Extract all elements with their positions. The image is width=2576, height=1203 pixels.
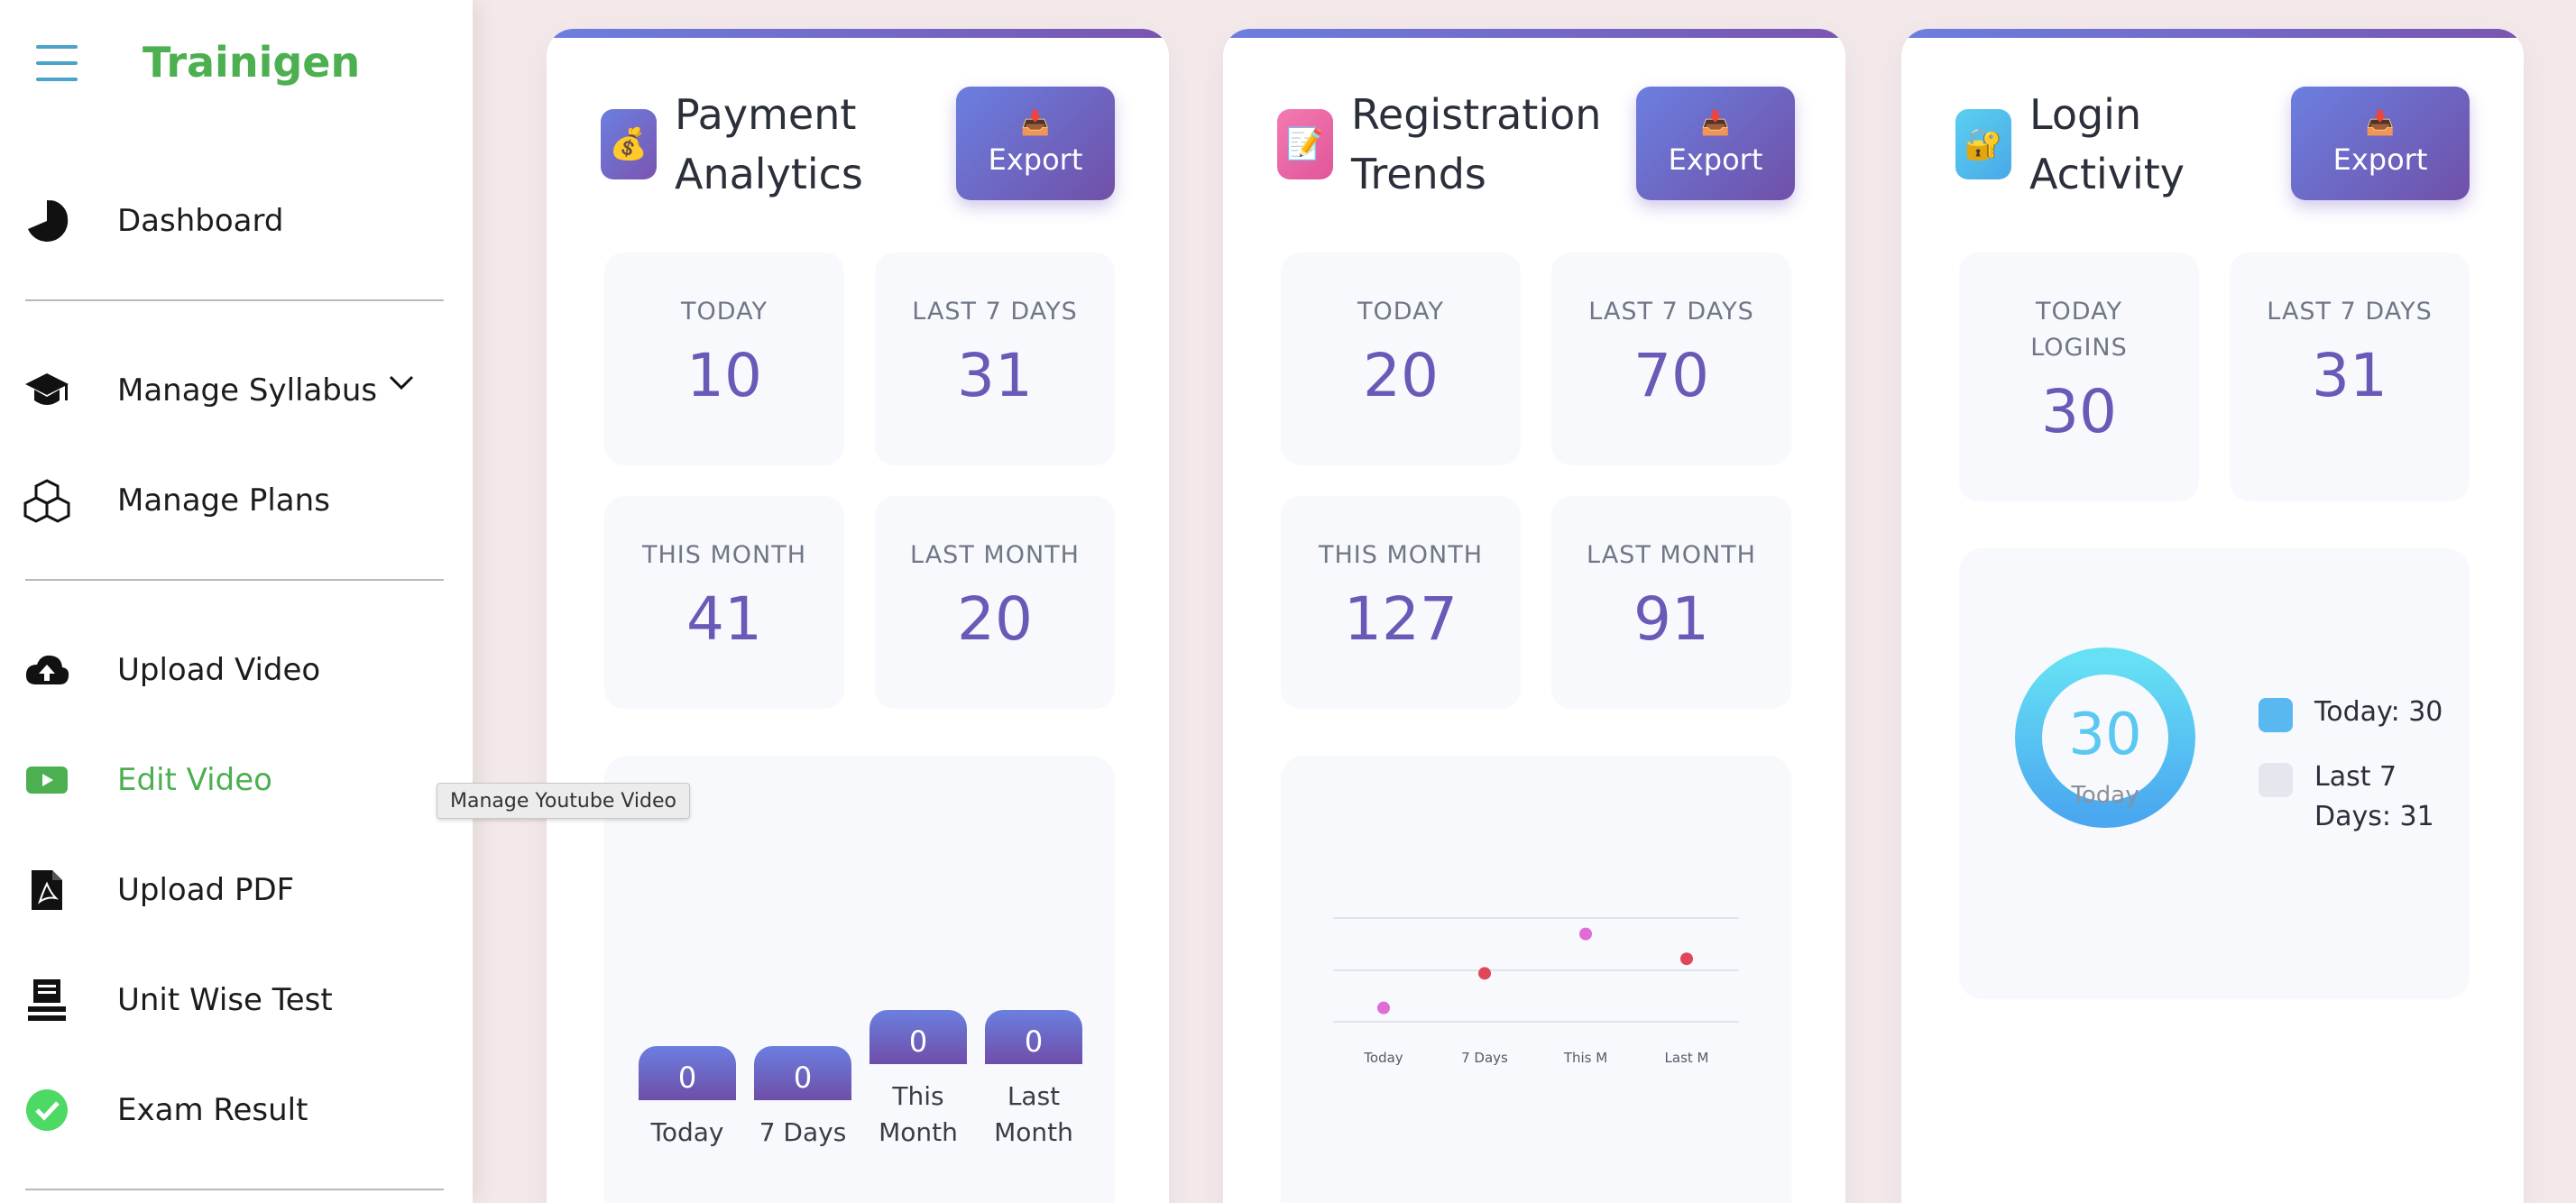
chevron-down-icon[interactable] — [388, 373, 415, 395]
cubes-icon — [23, 477, 70, 524]
x-tick-label-1: 7 Days — [1461, 1050, 1508, 1066]
payment-bar-chart: 0 Today 0 7 Days 0 This Month 0 Last Month — [604, 756, 1115, 1203]
legend-swatch — [2259, 698, 2293, 732]
export-button[interactable]: 📥 Export — [2291, 87, 2470, 200]
scatter-point-3 — [1680, 952, 1693, 966]
stat-this-month: THIS MONTH 127 — [1281, 496, 1521, 709]
card-header: 💰 Payment Analytics — [601, 85, 963, 204]
sidebar-item-label: Edit Video — [117, 762, 272, 798]
export-button[interactable]: 📥 Export — [956, 87, 1115, 200]
bar-label-3: Last Month — [994, 1081, 1073, 1147]
video-play-icon — [23, 757, 70, 804]
sidebar-item-label: Exam Result — [117, 1092, 308, 1128]
bar-label-0: Today — [650, 1117, 724, 1147]
sidebar-item-dashboard[interactable]: Dashboard — [23, 189, 447, 253]
sidebar-item-label: Manage Plans — [117, 482, 330, 519]
sidebar-item-manage-syllabus[interactable]: Manage Syllabus — [23, 359, 447, 422]
card-title: Login Activity — [2029, 90, 2185, 198]
stat-today: TODAY 10 — [604, 253, 844, 465]
sidebar: Trainigen Dashboard Manage Syllabus Mana… — [0, 0, 473, 1203]
login-donut-chart: 30 Today — [2015, 647, 2195, 828]
memo-icon: 📝 — [1277, 109, 1333, 179]
sidebar-item-upload-pdf[interactable]: Upload PDF — [23, 859, 447, 922]
card-title: Registration Trends — [1351, 90, 1602, 198]
stat-last-7-days: LAST 7 DAYS 31 — [875, 253, 1115, 465]
export-button[interactable]: 📥 Export — [1636, 87, 1795, 200]
tooltip: Manage Youtube Video — [437, 783, 691, 819]
x-tick-label-0: Today — [1363, 1050, 1403, 1066]
legend-today: Today: 30 — [2259, 693, 2468, 732]
donut-label: Today — [2070, 782, 2139, 809]
sidebar-item-label: Unit Wise Test — [117, 982, 333, 1018]
legend-swatch — [2259, 763, 2293, 797]
bar-3: 0 — [985, 1010, 1082, 1064]
bar-0: 0 — [639, 1046, 736, 1100]
sidebar-item-exam-result[interactable]: Exam Result — [23, 1079, 447, 1142]
sidebar-item-edit-video[interactable]: Edit Video — [23, 748, 447, 812]
x-tick-label-2: This M — [1563, 1050, 1607, 1066]
card-header: 🔐 Login Activity — [1955, 85, 2318, 204]
inbox-tray-icon: 📥 — [1020, 110, 1051, 137]
scatter-point-1 — [1478, 967, 1491, 980]
sidebar-item-label: Dashboard — [117, 203, 284, 239]
check-circle-icon — [23, 1087, 70, 1134]
stat-last-7-days: LAST 7 DAYS 70 — [1551, 253, 1791, 465]
money-bag-icon: 💰 — [601, 109, 657, 179]
test-paper-icon — [23, 977, 70, 1024]
divider — [25, 1189, 444, 1190]
lock-icon: 🔐 — [1955, 109, 2011, 179]
hamburger-menu-icon[interactable] — [36, 45, 78, 81]
sidebar-item-unit-wise-test[interactable]: Unit Wise Test — [23, 969, 447, 1032]
card-header: 📝 Registration Trends — [1277, 85, 1640, 204]
inbox-tray-icon: 📥 — [1700, 110, 1731, 137]
stat-last-7-days: LAST 7 DAYS 31 — [2230, 253, 2470, 501]
inbox-tray-icon: 📥 — [2365, 110, 2396, 137]
sidebar-item-label: Manage Syllabus — [117, 372, 378, 409]
donut-value: 30 — [2068, 702, 2141, 768]
registration-chart-panel: Today 7 Days This M Last M — [1281, 756, 1791, 1203]
login-activity-card: 🔐 Login Activity 📥 Export TODAY LOGINS 30… — [1901, 29, 2524, 1203]
bar-2: 0 — [869, 1010, 967, 1064]
stat-last-month: LAST MONTH 91 — [1551, 496, 1791, 709]
scatter-point-2 — [1579, 927, 1592, 941]
cloud-upload-icon — [23, 647, 70, 693]
x-tick-label-3: Last M — [1665, 1050, 1709, 1066]
card-title: Payment Analytics — [675, 90, 863, 198]
pie-chart-icon — [23, 197, 70, 244]
bar-1: 0 — [754, 1046, 851, 1100]
divider — [25, 299, 444, 301]
stat-today-logins: TODAY LOGINS 30 — [1959, 253, 2199, 501]
sidebar-item-label: Upload Video — [117, 652, 321, 688]
stat-this-month: THIS MONTH 41 — [604, 496, 844, 709]
graduation-cap-icon — [23, 367, 70, 414]
brand-logo: Trainigen — [143, 38, 361, 87]
registration-scatter-chart: Today 7 Days This M Last M — [1333, 917, 1739, 1066]
divider — [25, 579, 444, 581]
sidebar-item-upload-video[interactable]: Upload Video — [23, 638, 447, 702]
stat-today: TODAY 20 — [1281, 253, 1521, 465]
donut-ring — [2015, 647, 2195, 828]
bar-label-1: 7 Days — [759, 1117, 847, 1147]
bar-label-2: This Month — [879, 1081, 958, 1147]
registration-trends-card: 📝 Registration Trends 📥 Export TODAY 20 … — [1223, 29, 1845, 1203]
sidebar-item-label: Upload PDF — [117, 872, 295, 908]
scatter-point-0 — [1377, 1001, 1390, 1015]
sidebar-item-manage-plans[interactable]: Manage Plans — [23, 469, 447, 532]
payment-analytics-card: 💰 Payment Analytics 📥 Export TODAY 10 LA… — [547, 29, 1169, 1203]
stat-last-month: LAST MONTH 20 — [875, 496, 1115, 709]
login-donut-panel: 30 Today Today: 30 Last 7 Days: 31 — [1959, 548, 2470, 999]
pdf-file-icon — [23, 867, 70, 914]
legend-last-7-days: Last 7 Days: 31 — [2259, 758, 2468, 837]
